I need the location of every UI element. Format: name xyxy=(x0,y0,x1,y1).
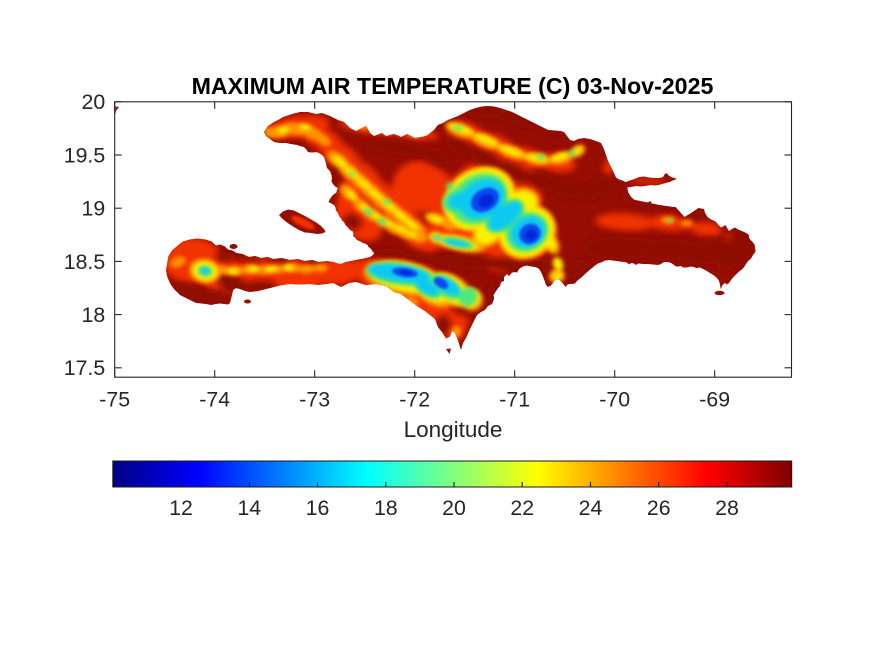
svg-text:-74: -74 xyxy=(199,388,230,412)
svg-text:20: 20 xyxy=(81,90,105,114)
svg-text:19: 19 xyxy=(81,197,105,221)
svg-text:18.5: 18.5 xyxy=(64,250,105,274)
svg-text:-70: -70 xyxy=(599,388,630,412)
svg-text:-73: -73 xyxy=(299,388,330,412)
svg-text:22: 22 xyxy=(510,496,534,520)
svg-text:17.5: 17.5 xyxy=(64,356,105,380)
svg-text:-69: -69 xyxy=(699,388,730,412)
svg-text:-75: -75 xyxy=(99,388,130,412)
svg-text:-71: -71 xyxy=(499,388,530,412)
svg-text:18: 18 xyxy=(81,303,105,327)
svg-text:24: 24 xyxy=(579,496,603,520)
svg-text:Longitude: Longitude xyxy=(404,417,503,442)
svg-text:28: 28 xyxy=(715,496,739,520)
svg-text:MAXIMUM AIR TEMPERATURE (C) 03: MAXIMUM AIR TEMPERATURE (C) 03-Nov-2025 xyxy=(192,73,714,99)
svg-text:-72: -72 xyxy=(399,388,430,412)
svg-text:20: 20 xyxy=(442,496,466,520)
svg-text:18: 18 xyxy=(374,496,398,520)
svg-text:14: 14 xyxy=(237,496,261,520)
svg-text:19.5: 19.5 xyxy=(64,143,105,167)
svg-text:16: 16 xyxy=(306,496,330,520)
svg-text:12: 12 xyxy=(169,496,193,520)
svg-text:26: 26 xyxy=(647,496,671,520)
